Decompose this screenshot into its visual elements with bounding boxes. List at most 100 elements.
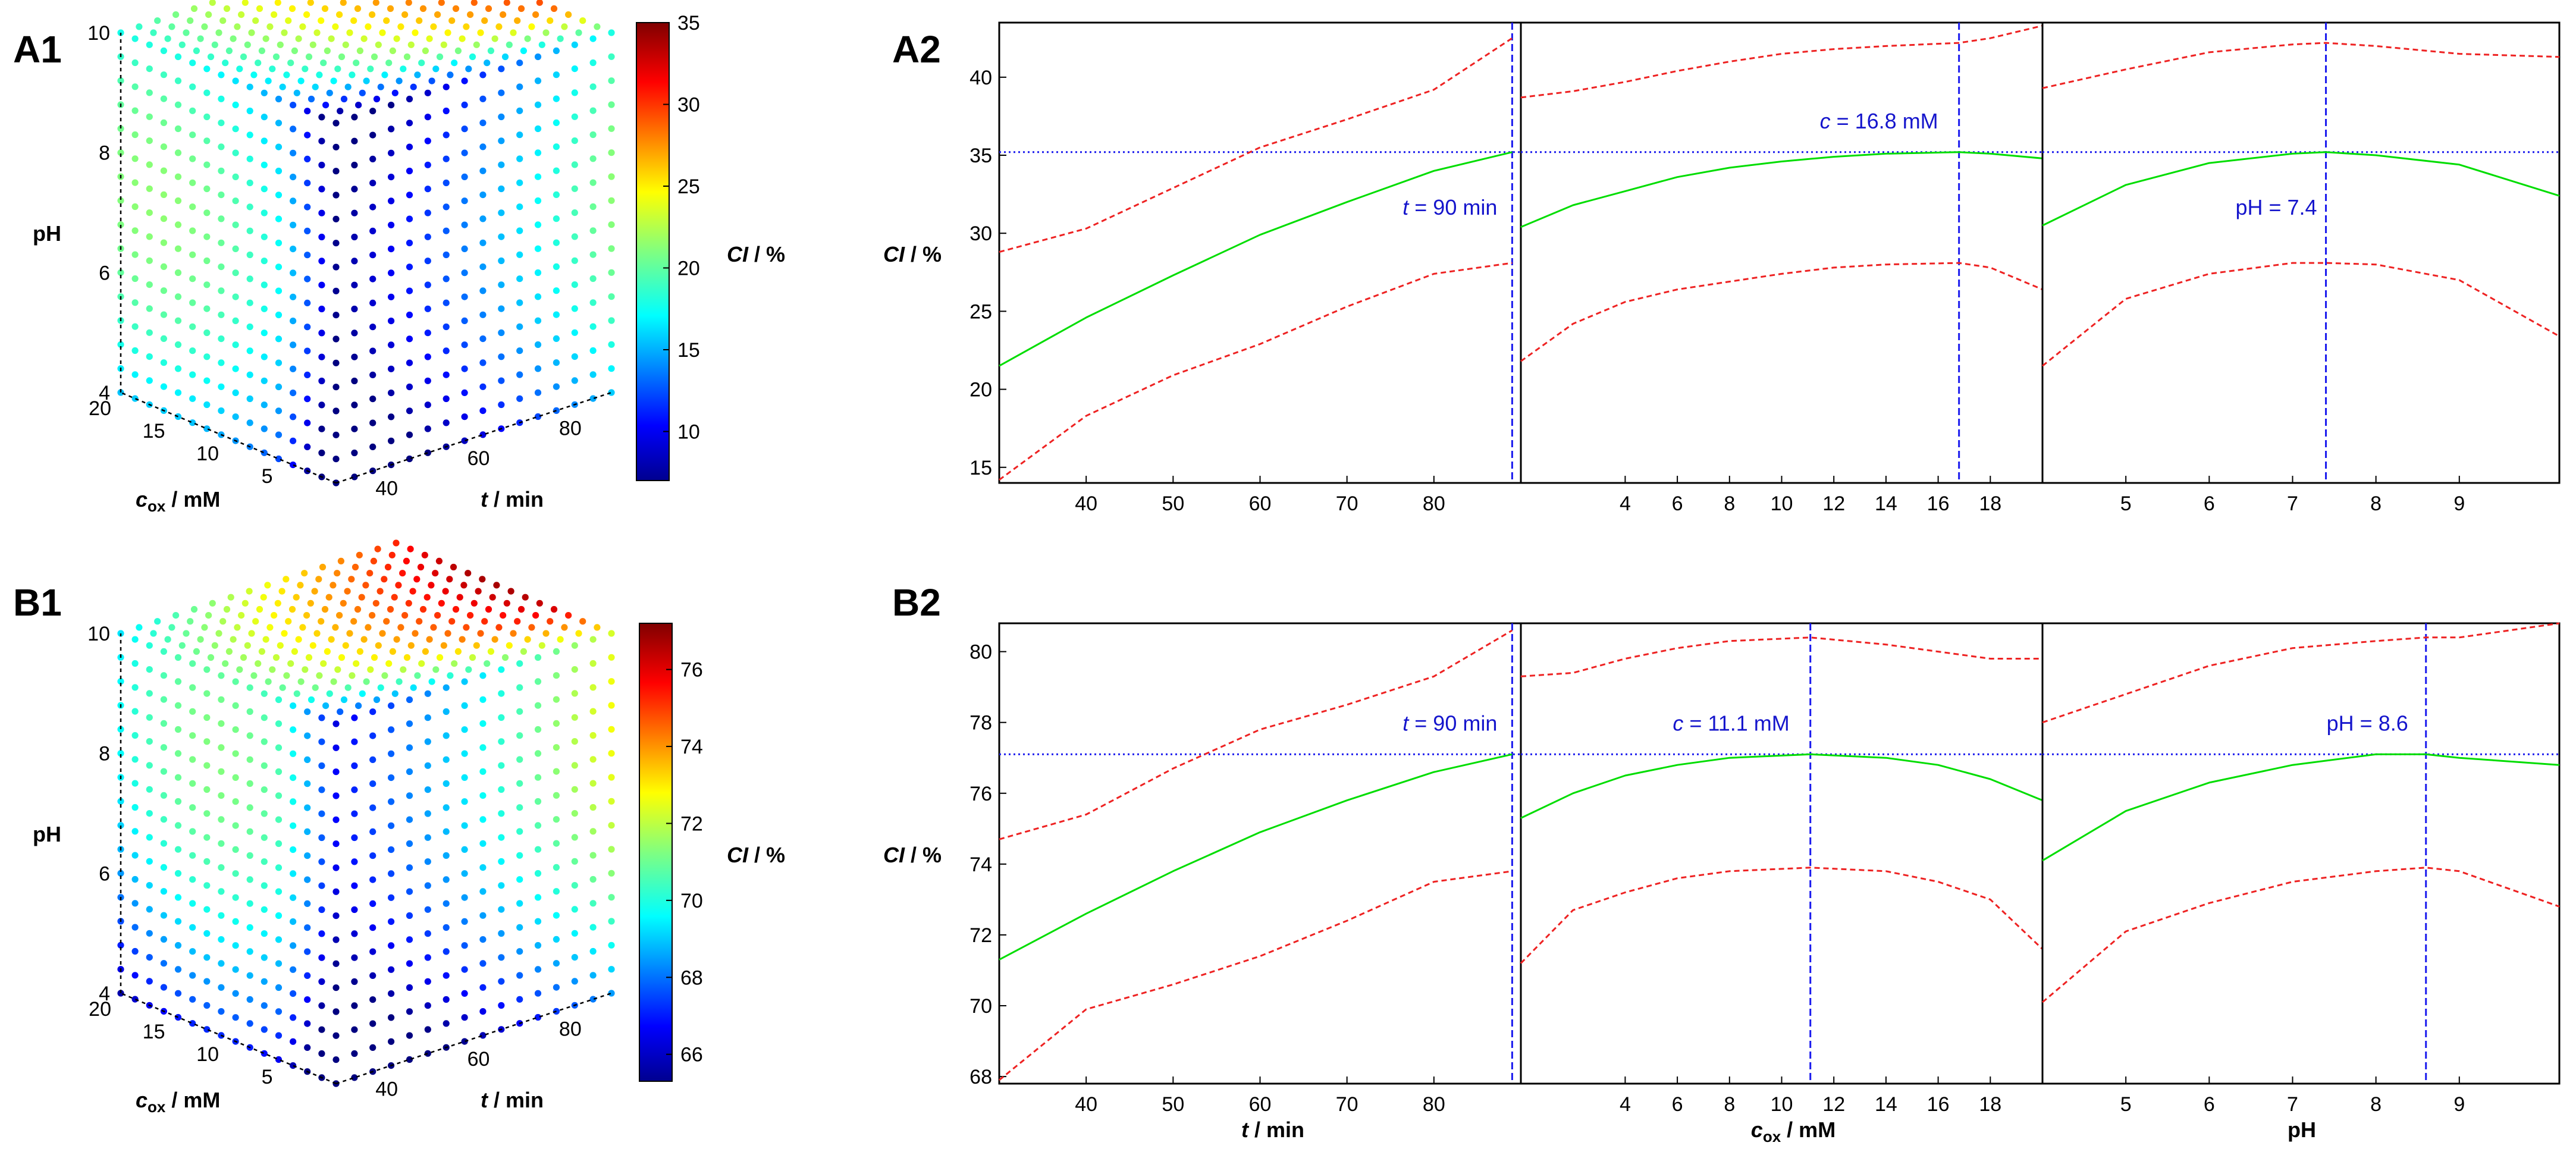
scatter-point: [362, 582, 369, 589]
scatter-point: [534, 966, 542, 973]
scatter-point: [406, 455, 413, 463]
scatter-point: [261, 233, 268, 240]
scatter-point: [174, 173, 182, 180]
scatter-point: [388, 726, 395, 733]
scatter-point: [261, 89, 268, 96]
scatter-point: [553, 311, 560, 318]
scatter-point: [272, 654, 280, 661]
scatter-point: [355, 702, 362, 710]
scatter-point: [479, 864, 487, 871]
scatter-point: [332, 1056, 340, 1063]
scatter-point: [589, 299, 597, 306]
scatter-point: [443, 299, 450, 306]
scatter-point: [430, 624, 437, 631]
scatter-point: [470, 600, 478, 607]
scatter-point: [290, 1038, 297, 1045]
scatter-point: [160, 287, 167, 294]
scatter-point: [318, 161, 325, 169]
scatter-point: [146, 113, 153, 120]
x-tick-label: 8: [1724, 1093, 1735, 1116]
scatter-point: [388, 125, 395, 133]
scatter-point: [498, 89, 505, 96]
scatter-point: [189, 59, 196, 67]
scatter-point: [318, 425, 325, 432]
scatter-point: [309, 642, 316, 649]
scatter-point: [334, 570, 341, 577]
scatter-point: [318, 209, 325, 216]
scatter-point: [498, 738, 505, 745]
scatter-point: [498, 401, 505, 409]
scatter-point: [351, 930, 358, 937]
scatter-point: [469, 654, 476, 661]
scatter-point: [579, 17, 586, 24]
scatter-point: [318, 449, 325, 457]
scatter-point: [571, 41, 578, 48]
scatter-point: [287, 59, 294, 67]
scatter-point: [222, 660, 229, 667]
scatter-point: [373, 95, 381, 103]
scatter-point: [500, 612, 507, 619]
scatter-point: [426, 636, 433, 643]
scatter-point: [290, 341, 297, 349]
scatter-point: [542, 630, 550, 637]
scatter-point: [571, 858, 578, 865]
ph-axis-label: pH: [33, 822, 61, 846]
scatter-point: [351, 353, 358, 360]
scatter-point: [479, 696, 487, 703]
scatter-point: [451, 59, 458, 67]
scatter-point: [459, 636, 466, 643]
scatter-point: [246, 876, 253, 883]
scatter-point: [571, 353, 578, 360]
scatter-point: [218, 840, 225, 847]
scatter-point: [534, 269, 542, 277]
scatter-point: [447, 71, 454, 79]
scatter-point: [318, 305, 325, 313]
scatter-point: [187, 17, 194, 24]
scatter-point: [506, 642, 513, 649]
scatter-point: [388, 966, 395, 973]
scatter-point: [174, 317, 182, 324]
scatter-point: [320, 59, 327, 67]
scatter-point: [290, 870, 297, 877]
scatter-point: [534, 750, 542, 757]
scatter-point: [150, 29, 157, 36]
scatter-point: [290, 798, 297, 805]
scatter-point: [470, 0, 478, 6]
scatter-point: [304, 756, 311, 763]
scatter-point: [261, 353, 268, 360]
scatter-point: [290, 846, 297, 853]
scatter-point: [174, 125, 182, 133]
series-upper: [1520, 24, 2043, 99]
y-tick-label: 80: [969, 641, 992, 664]
x-tick-label: 12: [1822, 1093, 1845, 1116]
scatter-point: [321, 605, 329, 613]
scatter-point: [489, 594, 496, 601]
scatter-point: [203, 690, 211, 697]
scatter-point: [406, 263, 413, 271]
scatter-point: [218, 792, 225, 799]
scatter-point: [406, 192, 413, 199]
scatter-point: [207, 654, 215, 661]
scatter-point: [369, 275, 376, 283]
scatter-point: [388, 990, 395, 997]
scatter-point: [131, 684, 139, 691]
t-axis-label: t / min: [481, 1088, 544, 1112]
scatter-point: [340, 95, 348, 103]
scatter-point: [406, 816, 413, 823]
scatter-point: [498, 762, 505, 769]
x-tick-label: 6: [1672, 492, 1683, 515]
scatter-point: [330, 77, 337, 84]
scatter-point: [381, 672, 388, 679]
scatter-point: [275, 768, 283, 776]
scatter-point: [275, 960, 283, 967]
scatter-point: [461, 389, 468, 397]
scatter-point: [301, 570, 308, 577]
scatter-point: [418, 59, 425, 67]
scatter-point: [174, 870, 182, 877]
scatter-point: [479, 383, 487, 390]
scatter-point: [608, 654, 615, 661]
scatter-point: [498, 257, 505, 265]
scatter-point: [174, 990, 182, 997]
scatter-point: [351, 401, 358, 409]
